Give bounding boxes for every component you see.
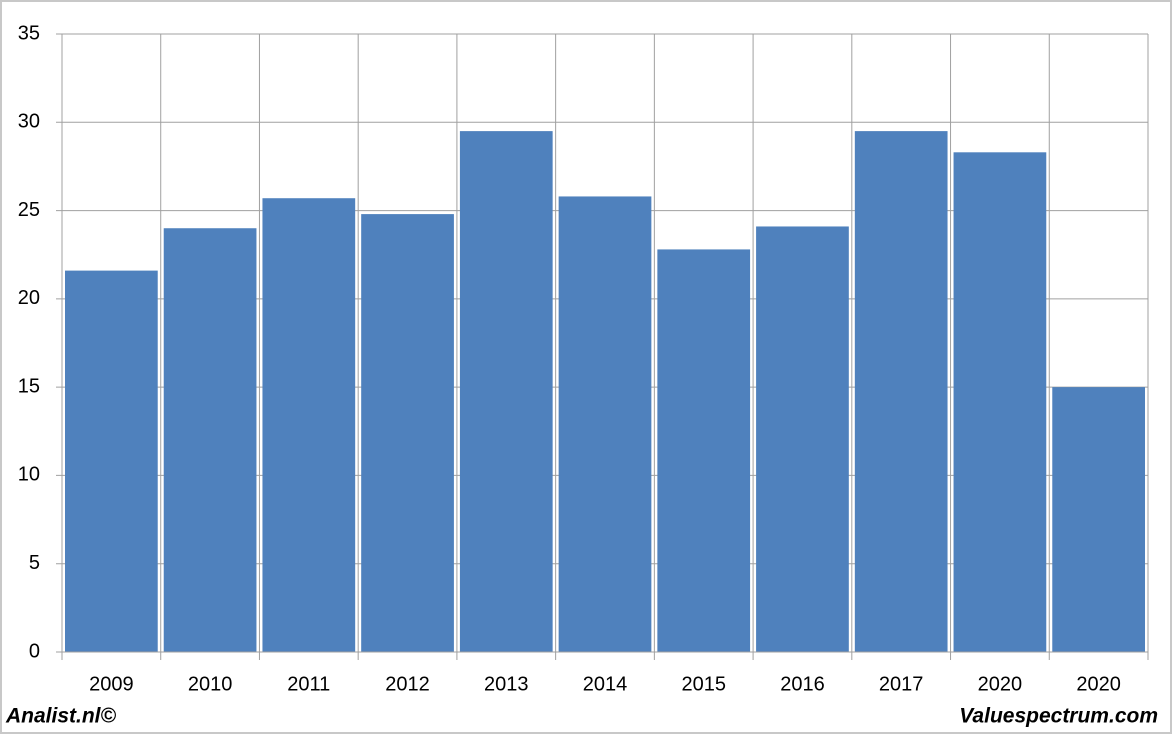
y-tick-label: 35 (18, 22, 40, 44)
y-tick-label: 20 (18, 287, 40, 309)
bar (163, 228, 257, 652)
x-tick-label: 2010 (188, 673, 233, 695)
bar (854, 131, 948, 653)
bar (558, 196, 652, 652)
bar (262, 198, 356, 652)
x-tick-label: 2013 (484, 673, 529, 695)
y-tick-label: 0 (29, 640, 40, 662)
bar (953, 152, 1047, 652)
bar (756, 226, 849, 652)
x-tick-label: 2020 (1076, 673, 1121, 695)
y-tick-label: 25 (18, 199, 40, 221)
x-tick-label: 2011 (287, 673, 330, 695)
x-tick-label: 2009 (89, 673, 134, 695)
bar (361, 214, 454, 653)
source-right: Valuespectrum.com (959, 705, 1158, 728)
x-tick-label: 2014 (583, 673, 628, 695)
y-tick-label: 30 (18, 111, 40, 133)
bar (1052, 387, 1145, 652)
x-tick-label: 2015 (681, 673, 726, 695)
bar (657, 249, 751, 652)
x-tick-label: 2016 (780, 673, 825, 695)
y-tick-label: 10 (18, 464, 40, 486)
bar (459, 131, 553, 653)
source-left: Analist.nl© (5, 705, 117, 728)
x-tick-label: 2012 (385, 673, 430, 695)
bar (65, 270, 158, 652)
y-tick-label: 15 (18, 375, 40, 397)
x-tick-label: 2017 (879, 673, 924, 695)
x-tick-label: 2020 (978, 673, 1023, 695)
y-tick-label: 5 (29, 552, 40, 574)
